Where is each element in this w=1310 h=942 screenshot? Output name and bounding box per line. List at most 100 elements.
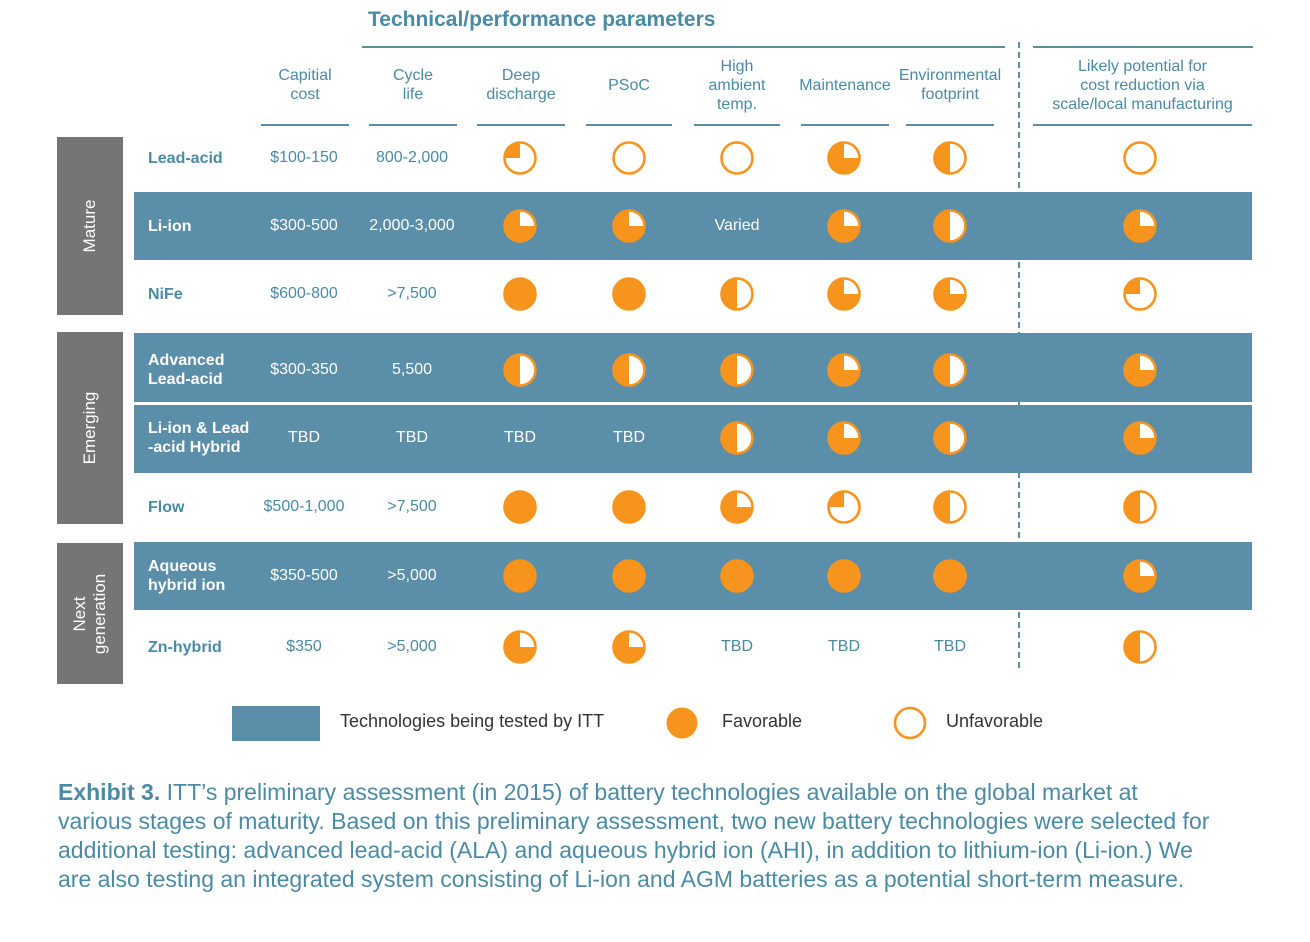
column-header-rule <box>1033 124 1252 126</box>
half-circle-icon <box>933 141 967 175</box>
column-header-rule <box>586 124 672 126</box>
three-quarter-circle-icon <box>1123 209 1157 243</box>
column-header: PSoC <box>608 76 650 94</box>
rating-text: TBD <box>828 638 860 655</box>
cycle-life-value: TBD <box>396 429 428 446</box>
technology-name: Flow <box>148 498 185 516</box>
stage-block: Mature <box>57 137 123 315</box>
quarter-circle-icon <box>827 490 861 524</box>
rating-text: TBD <box>721 638 753 655</box>
rating-text: TBD <box>504 429 536 446</box>
page-title: Technical/performance parameters <box>368 8 716 31</box>
three-quarter-circle-icon <box>827 141 861 175</box>
cycle-life-value: 2,000-3,000 <box>369 217 455 234</box>
cycle-life-value: >7,500 <box>387 285 437 302</box>
cycle-life-value: 800-2,000 <box>375 149 449 166</box>
column-header-rule <box>694 124 780 126</box>
capital-cost-value: $100-150 <box>270 149 338 166</box>
half-circle-icon <box>933 353 967 387</box>
legend-unfavorable-icon <box>893 706 927 740</box>
three-quarter-circle-icon <box>827 277 861 311</box>
capital-cost-value: $300-500 <box>270 217 338 234</box>
rating-text: Varied <box>714 217 760 234</box>
half-circle-icon <box>1123 630 1157 664</box>
three-quarter-circle-icon <box>503 209 537 243</box>
cycle-life-value: 5,500 <box>391 361 433 378</box>
quarter-circle-icon <box>503 141 537 175</box>
caption-label: Exhibit 3. <box>58 779 161 805</box>
row-band <box>134 333 1252 402</box>
half-circle-icon <box>1123 490 1157 524</box>
column-header: Capitial cost <box>278 67 332 103</box>
title-rule-right <box>1033 46 1253 48</box>
cycle-life-value: >5,000 <box>387 567 437 584</box>
three-quarter-circle-icon <box>827 209 861 243</box>
full-circle-icon <box>503 277 537 311</box>
legend-favorable-icon <box>666 707 698 739</box>
capital-cost-value: $350 <box>286 638 322 655</box>
half-circle-icon <box>720 353 754 387</box>
three-quarter-circle-icon <box>1123 421 1157 455</box>
empty-circle-icon <box>1123 141 1157 175</box>
stage-block: Emerging <box>57 332 123 524</box>
empty-circle-icon <box>720 141 754 175</box>
full-circle-icon <box>503 559 537 593</box>
half-circle-icon <box>933 421 967 455</box>
stage-block: Next generation <box>57 543 123 684</box>
capital-cost-value: $500-1,000 <box>263 498 345 515</box>
half-circle-icon <box>720 421 754 455</box>
technology-name: Zn-hybrid <box>148 638 222 656</box>
legend-favorable-label: Favorable <box>722 711 803 731</box>
column-header-rule <box>906 124 994 126</box>
half-circle-icon <box>933 209 967 243</box>
technology-name: Advanced Lead-acid <box>148 352 225 388</box>
half-circle-icon <box>612 353 646 387</box>
three-quarter-circle-icon <box>612 209 646 243</box>
legend-tested-label: Technologies being tested by ITT <box>340 711 605 731</box>
column-header: Likely potential for cost reduction via … <box>1052 57 1233 113</box>
three-quarter-circle-icon <box>933 277 967 311</box>
capital-cost-value: $300-350 <box>270 361 338 378</box>
caption-text: ITT’s preliminary assessment (in 2015) o… <box>58 779 1210 892</box>
half-circle-icon <box>503 353 537 387</box>
caption: Exhibit 3. ITT’s preliminary assessment … <box>58 778 1218 894</box>
column-header: Environmental footprint <box>898 67 1002 103</box>
capital-cost-value: $600-800 <box>270 285 338 302</box>
stage-label: Mature <box>80 199 99 253</box>
three-quarter-circle-icon <box>827 353 861 387</box>
full-circle-icon <box>612 277 646 311</box>
full-circle-icon <box>503 490 537 524</box>
column-header: Deep discharge <box>486 67 556 103</box>
legend-unfavorable-label: Unfavorable <box>946 711 1044 731</box>
column-header-rule <box>261 124 349 126</box>
stage-label: Emerging <box>80 391 99 465</box>
row-band <box>134 405 1252 473</box>
full-circle-icon <box>612 559 646 593</box>
cycle-life-value: >7,500 <box>387 498 437 515</box>
column-header: High ambient temp. <box>708 57 766 113</box>
three-quarter-circle-icon <box>612 630 646 664</box>
stage-label: Next generation <box>70 573 109 654</box>
column-header-rule <box>801 124 889 126</box>
empty-circle-icon <box>612 141 646 175</box>
capital-cost-value: TBD <box>288 429 320 446</box>
three-quarter-circle-icon <box>827 421 861 455</box>
quarter-circle-icon <box>1123 277 1157 311</box>
three-quarter-circle-icon <box>503 630 537 664</box>
technology-name: Li-ion & Lead -acid Hybrid <box>148 420 250 456</box>
three-quarter-circle-icon <box>1123 353 1157 387</box>
technology-name: Aqueous hybrid ion <box>148 558 226 594</box>
column-header: Maintenance <box>799 76 891 94</box>
rating-text: TBD <box>613 429 645 446</box>
rating-text: TBD <box>934 638 966 655</box>
three-quarter-circle-icon <box>720 490 754 524</box>
column-divider <box>1018 42 1020 668</box>
capital-cost-value: $350-500 <box>270 567 338 584</box>
title-rule <box>362 46 1005 48</box>
technology-name: NiFe <box>148 285 183 303</box>
full-circle-icon <box>720 559 754 593</box>
cycle-life-value: >5,000 <box>387 638 437 655</box>
full-circle-icon <box>612 490 646 524</box>
column-header-rule <box>477 124 565 126</box>
row-band <box>134 192 1252 260</box>
